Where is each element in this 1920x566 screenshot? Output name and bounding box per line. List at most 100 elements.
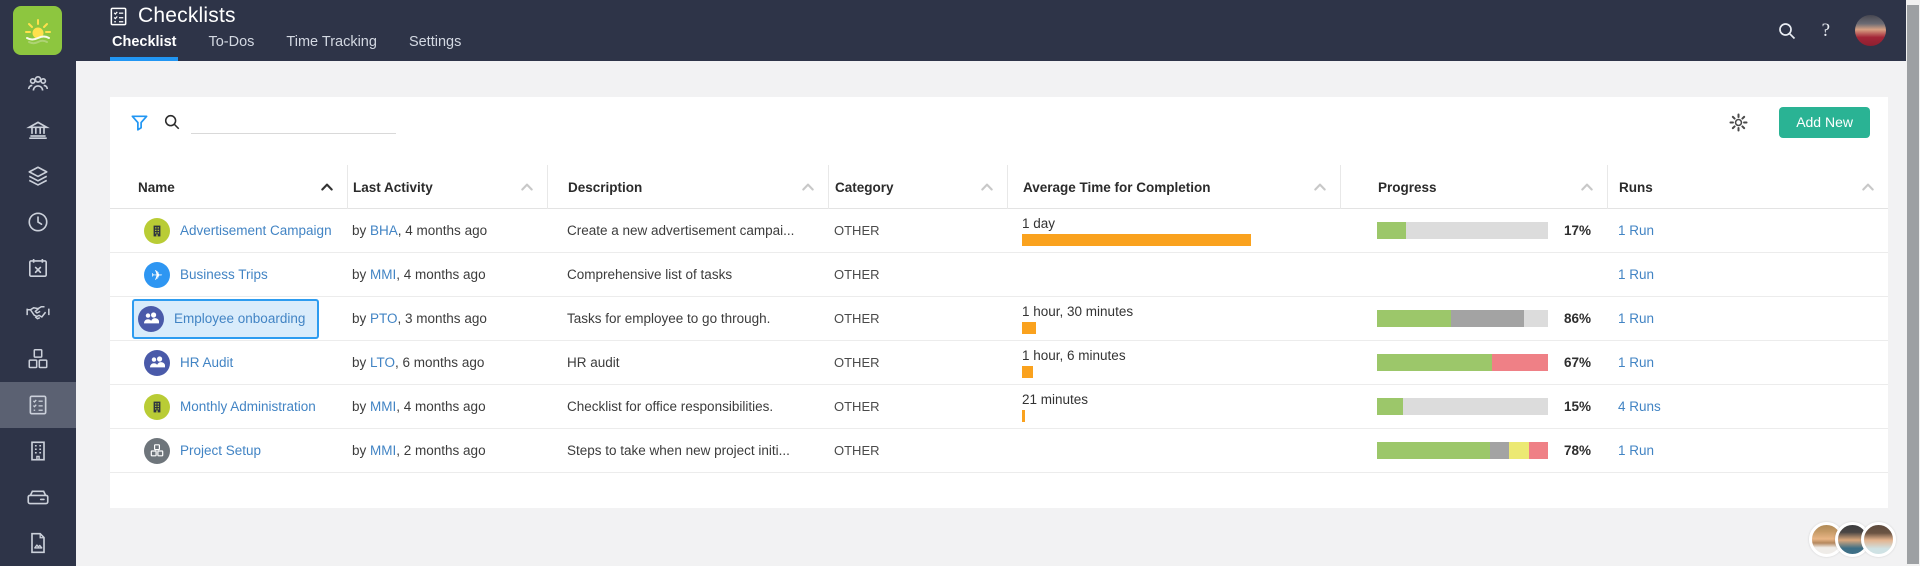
sidebar-item-calendar[interactable] bbox=[0, 245, 76, 291]
people-icon bbox=[138, 306, 164, 332]
page-title: Checklists bbox=[138, 4, 236, 28]
table-row[interactable]: ✈ Business Trips by MMI, 4 months ago Co… bbox=[110, 253, 1888, 297]
progress-bar bbox=[1377, 310, 1548, 327]
sort-icon[interactable] bbox=[802, 183, 814, 191]
avg-time-bar-track bbox=[1022, 322, 1251, 334]
activity-user-link[interactable]: PTO bbox=[370, 311, 398, 326]
table-row[interactable]: Project Setup by MMI, 2 months ago Steps… bbox=[110, 429, 1888, 473]
female-avatar[interactable] bbox=[1861, 522, 1896, 557]
tab-time-tracking[interactable]: Time Tracking bbox=[284, 27, 379, 61]
search-input[interactable] bbox=[191, 110, 396, 134]
progress-bar bbox=[1377, 222, 1548, 239]
user-avatar[interactable] bbox=[1855, 15, 1886, 46]
gear-icon[interactable] bbox=[1728, 112, 1749, 133]
avg-time-bar bbox=[1022, 366, 1033, 378]
checklist-name-link[interactable]: Business Trips bbox=[180, 267, 268, 282]
last-activity-cell: by MMI, 2 months ago bbox=[347, 443, 547, 458]
filter-funnel-icon[interactable] bbox=[130, 113, 149, 132]
sort-icon[interactable] bbox=[981, 183, 993, 191]
row-description: HR audit bbox=[567, 355, 620, 370]
search-icon[interactable] bbox=[1777, 21, 1797, 41]
progress-cell: 67% bbox=[1340, 354, 1607, 371]
activity-rest: , 2 months ago bbox=[396, 443, 485, 458]
runs-link[interactable]: 1 Run bbox=[1618, 443, 1654, 458]
header-tabs: Checklist To-Dos Time Tracking Settings bbox=[110, 27, 463, 61]
runs-link[interactable]: 1 Run bbox=[1618, 355, 1654, 370]
users-icon bbox=[26, 72, 50, 96]
column-header-runs[interactable]: Runs bbox=[1607, 165, 1888, 209]
column-header-name[interactable]: Name bbox=[110, 165, 347, 209]
avg-time-bar-track bbox=[1022, 410, 1251, 422]
sidebar-item-checklists[interactable] bbox=[0, 382, 76, 428]
scrollbar-thumb[interactable] bbox=[1907, 5, 1919, 564]
category-badge: OTHER bbox=[834, 355, 880, 370]
name-cell: Project Setup bbox=[110, 431, 347, 471]
category-badge: OTHER bbox=[834, 311, 880, 326]
last-activity-cell: by MMI, 4 months ago bbox=[347, 399, 547, 414]
column-header-avg-time[interactable]: Average Time for Completion bbox=[1007, 165, 1340, 209]
runs-link[interactable]: 4 Runs bbox=[1618, 399, 1661, 414]
sort-icon[interactable] bbox=[1314, 183, 1326, 191]
table-row[interactable]: HR Audit by LTO, 6 months ago HR audit O… bbox=[110, 341, 1888, 385]
sort-icon[interactable] bbox=[1581, 183, 1593, 191]
sort-icon[interactable] bbox=[1862, 183, 1874, 191]
header-actions: ? bbox=[1777, 0, 1886, 61]
progress-segment bbox=[1529, 442, 1548, 459]
tab-checklist[interactable]: Checklist bbox=[110, 27, 178, 61]
description-cell: Tasks for employee to go through. bbox=[547, 311, 828, 326]
activity-by: by bbox=[352, 267, 370, 282]
runs-link[interactable]: 1 Run bbox=[1618, 267, 1654, 282]
add-new-button[interactable]: Add New bbox=[1779, 107, 1870, 138]
sidebar-item-documents[interactable] bbox=[0, 520, 76, 566]
column-header-description[interactable]: Description bbox=[547, 165, 828, 209]
activity-user-link[interactable]: MMI bbox=[370, 443, 396, 458]
activity-user-link[interactable]: MMI bbox=[370, 267, 396, 282]
checklist-name-link[interactable]: Monthly Administration bbox=[180, 399, 316, 414]
app-logo[interactable] bbox=[13, 6, 62, 55]
activity-user-link[interactable]: LTO bbox=[370, 355, 395, 370]
sidebar-item-products[interactable] bbox=[0, 336, 76, 382]
sort-icon[interactable] bbox=[521, 183, 533, 191]
tab-settings[interactable]: Settings bbox=[407, 27, 463, 61]
card-toolbar: Add New bbox=[130, 103, 1870, 141]
sidebar-item-bank[interactable] bbox=[0, 107, 76, 153]
row-description: Tasks for employee to go through. bbox=[567, 311, 770, 326]
sidebar-item-layers[interactable] bbox=[0, 153, 76, 199]
help-icon[interactable]: ? bbox=[1822, 20, 1830, 42]
column-header-category[interactable]: Category bbox=[828, 165, 1007, 209]
progress-wrap: 17% bbox=[1377, 222, 1607, 239]
table-row[interactable]: Advertisement Campaign by BHA, 4 months … bbox=[110, 209, 1888, 253]
search-icon[interactable] bbox=[163, 113, 181, 131]
sidebar-item-time[interactable] bbox=[0, 199, 76, 245]
checklist-name-link[interactable]: HR Audit bbox=[180, 355, 233, 370]
checklist-name-link[interactable]: Advertisement Campaign bbox=[180, 223, 332, 238]
table-row[interactable]: Employee onboarding by PTO, 3 months ago… bbox=[110, 297, 1888, 341]
avg-time-label: 21 minutes bbox=[1022, 392, 1340, 407]
category-badge: OTHER bbox=[834, 443, 880, 458]
sidebar-item-company[interactable] bbox=[0, 428, 76, 474]
description-cell: Create a new advertisement campai... bbox=[547, 223, 828, 238]
activity-user-link[interactable]: BHA bbox=[370, 223, 398, 238]
sidebar-item-deals[interactable] bbox=[0, 290, 76, 336]
vertical-scrollbar[interactable] bbox=[1906, 0, 1920, 566]
table-body: Advertisement Campaign by BHA, 4 months … bbox=[110, 209, 1888, 473]
last-activity-cell: by PTO, 3 months ago bbox=[347, 311, 547, 326]
column-header-progress[interactable]: Progress bbox=[1340, 165, 1607, 209]
category-badge: OTHER bbox=[834, 399, 880, 414]
activity-user-link[interactable]: MMI bbox=[370, 399, 396, 414]
column-header-last-activity[interactable]: Last Activity bbox=[347, 165, 547, 209]
sort-asc-icon[interactable] bbox=[321, 183, 333, 191]
avg-time-cell: 1 day bbox=[1007, 216, 1340, 246]
sidebar-item-users[interactable] bbox=[0, 61, 76, 107]
runs-link[interactable]: 1 Run bbox=[1618, 223, 1654, 238]
sidebar-item-storage[interactable] bbox=[0, 474, 76, 520]
table-row[interactable]: Monthly Administration by MMI, 4 months … bbox=[110, 385, 1888, 429]
checklist-name-link[interactable]: Project Setup bbox=[180, 443, 261, 458]
checklist-name-link[interactable]: Employee onboarding bbox=[174, 311, 305, 326]
runs-link[interactable]: 1 Run bbox=[1618, 311, 1654, 326]
name-cell-box: Employee onboarding bbox=[132, 299, 319, 339]
tab-to-dos[interactable]: To-Dos bbox=[206, 27, 256, 61]
avg-time-cell: 21 minutes bbox=[1007, 392, 1340, 422]
activity-by: by bbox=[352, 443, 370, 458]
progress-bar bbox=[1377, 398, 1548, 415]
